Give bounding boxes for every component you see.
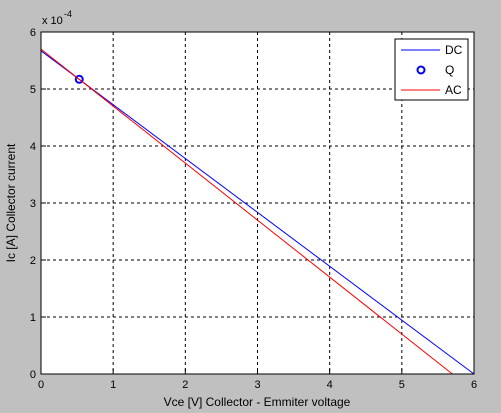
axis-ticks: 0 1 2 3 4 5 6 0 1 2 3 4 5 6 <box>30 27 477 391</box>
x-tick-label: 0 <box>38 379 44 391</box>
y-tick-label: 1 <box>30 312 36 324</box>
x-tick-label: 2 <box>182 379 188 391</box>
y-exponent-power: -4 <box>64 9 72 19</box>
y-tick-label: 5 <box>30 84 36 96</box>
y-tick-label: 4 <box>30 141 36 153</box>
x-tick-label: 4 <box>327 379 333 391</box>
x-tick-label: 1 <box>110 379 116 391</box>
legend-dc-label: DC <box>445 43 463 57</box>
y-tick-label: 3 <box>30 198 36 210</box>
y-tick-label: 6 <box>30 27 36 39</box>
legend: DC Q AC <box>394 38 469 101</box>
y-tick-label: 2 <box>30 255 36 267</box>
series-dc-line <box>40 50 475 375</box>
y-exponent-base: x 10 <box>42 15 63 27</box>
legend-ac-label: AC <box>445 83 462 97</box>
x-tick-label: 3 <box>254 379 260 391</box>
series-ac-line <box>40 48 453 375</box>
legend-q-swatch <box>416 65 426 75</box>
x-axis-label: Vce [V] Collector - Emmiter voltage <box>164 395 351 409</box>
legend-q-label: Q <box>445 63 454 77</box>
y-axis-label: Ic [A] Collector current <box>4 143 18 262</box>
x-tick-label: 6 <box>471 379 477 391</box>
x-tick-label: 5 <box>399 379 405 391</box>
plot-series <box>40 48 475 375</box>
series-q-point <box>74 74 84 84</box>
y-tick-label: 0 <box>30 369 36 381</box>
